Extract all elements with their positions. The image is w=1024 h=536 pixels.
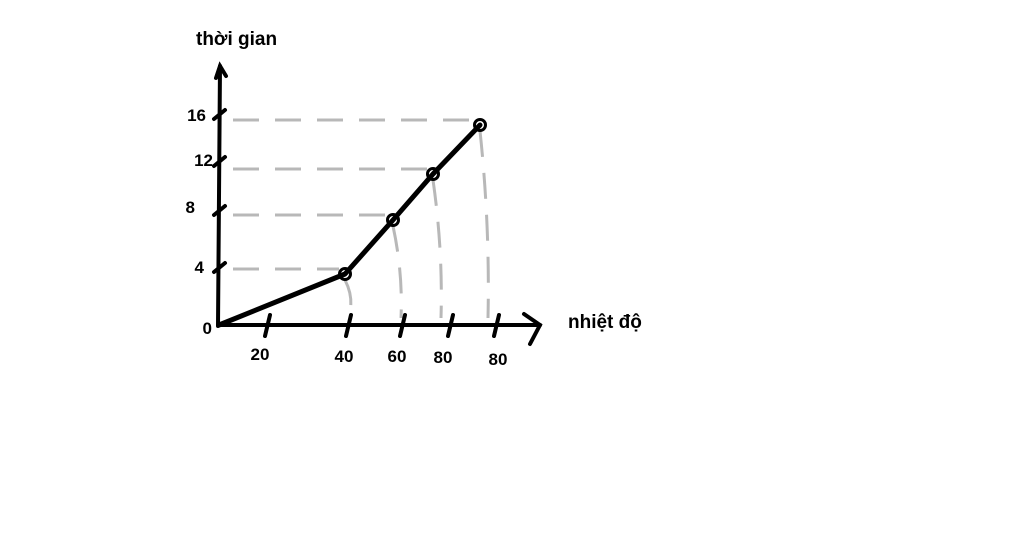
- v-guide-3: [431, 179, 443, 319]
- y-tick-4: [212, 108, 227, 121]
- x-tick-label-40: 40: [335, 347, 354, 366]
- y-axis-title: thời gian: [196, 29, 277, 50]
- axes: [214, 61, 543, 346]
- ticks: [212, 108, 501, 338]
- data-point-2: [386, 213, 400, 227]
- y-tick-label-8: 8: [186, 198, 195, 217]
- x-tick-2: [398, 313, 407, 338]
- y-tick-2: [212, 204, 227, 217]
- series: [216, 118, 487, 328]
- y-tick-3: [212, 155, 227, 168]
- labels: thời gian nhiệt độ 0 4 8 12 16 20 40 60 …: [186, 29, 642, 369]
- x-axis-title: nhiệt độ: [568, 312, 642, 333]
- x-tick-label-80b: 80: [489, 350, 508, 369]
- y-tick-label-16: 16: [187, 106, 206, 125]
- x-tick-label-80a: 80: [434, 348, 453, 367]
- v-guide-1: [343, 279, 353, 319]
- v-guide-4: [478, 130, 490, 319]
- x-tick-4: [492, 313, 501, 338]
- data-point-4: [473, 118, 487, 132]
- grid-lines: [233, 118, 490, 319]
- x-tick-label-60: 60: [388, 347, 407, 366]
- series-line: [216, 122, 483, 328]
- y-tick-label-0: 0: [203, 319, 212, 338]
- y-axis-arrow: [214, 61, 228, 80]
- data-point-3: [426, 167, 440, 181]
- y-tick-1: [212, 261, 227, 274]
- x-axis-arrow: [522, 312, 543, 346]
- x-tick-1: [344, 313, 353, 338]
- x-tick-label-20: 20: [251, 345, 270, 364]
- y-tick-label-4: 4: [195, 258, 205, 277]
- data-point-1: [338, 267, 352, 281]
- y-tick-label-12: 12: [194, 151, 213, 170]
- x-tick-3: [446, 313, 455, 338]
- v-guide-2: [391, 225, 403, 319]
- y-axis: [216, 64, 222, 328]
- x-tick-0: [263, 313, 272, 338]
